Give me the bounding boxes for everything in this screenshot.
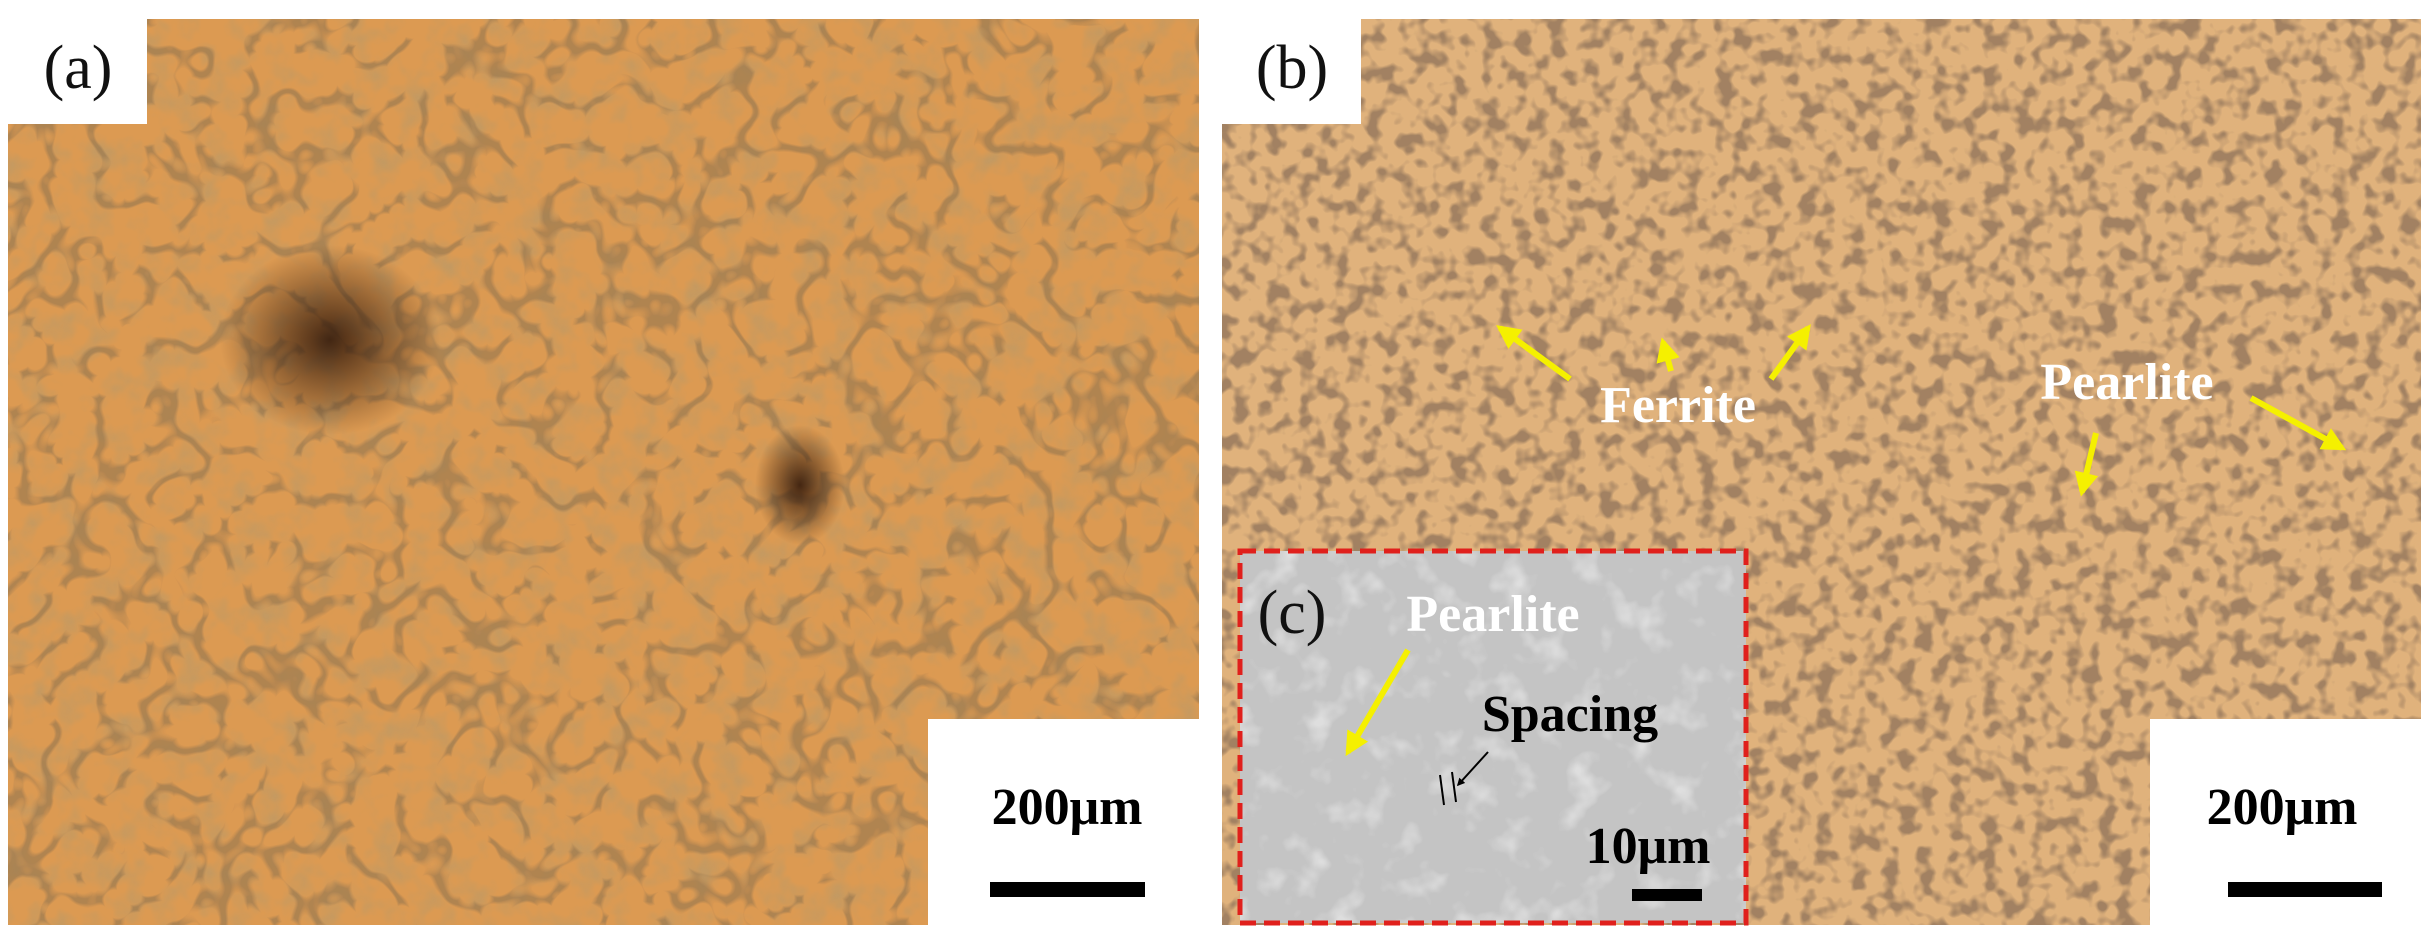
annotation: Ferrite <box>1600 377 1756 434</box>
label-box <box>8 19 147 124</box>
arrow <box>1656 337 1680 372</box>
arrow <box>2249 395 2347 451</box>
annotation: Spacing <box>1482 686 1658 743</box>
scale-bar <box>990 882 1145 897</box>
scale-bar <box>2228 882 2382 897</box>
panel-b: (b) Ferrite Pearlite 200μm (c) Pearlite … <box>1222 19 2421 926</box>
label-box <box>1222 19 1361 124</box>
scale-bar-label: 200μm <box>992 779 1143 836</box>
scale-bar <box>1632 889 1702 901</box>
scale-bar-label: 200μm <box>2207 779 2358 836</box>
arrow <box>1345 648 1411 757</box>
scale-bar-label: 10μm <box>1586 818 1711 875</box>
dark-region <box>755 425 845 545</box>
spacing-marks <box>1439 751 1489 806</box>
texture <box>1240 551 1746 923</box>
annotation: Pearlite <box>2040 354 2213 411</box>
arrow <box>1768 324 1811 381</box>
inset-border <box>1237 548 1749 926</box>
inset-label: (c) <box>1258 579 1327 647</box>
panel-a: (a) 200μm <box>8 19 1199 925</box>
panel-label: (a) <box>44 34 113 102</box>
arrows <box>1496 324 2347 497</box>
inset-c: (c) Pearlite Spacing 10μm <box>1237 548 1749 926</box>
arrow <box>2074 432 2099 497</box>
dark-region <box>220 245 440 435</box>
panel-label: (b) <box>1256 34 1328 102</box>
annotation: Pearlite <box>1406 586 1579 643</box>
arrow <box>1496 325 1572 382</box>
